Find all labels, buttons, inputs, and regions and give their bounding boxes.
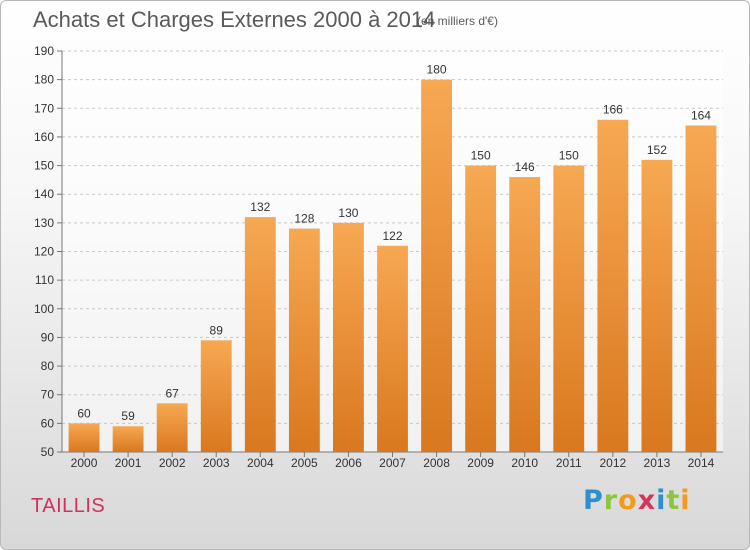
y-tick-label: 150: [34, 159, 54, 173]
y-tick-label: 50: [41, 445, 55, 459]
y-tick-label: 160: [34, 130, 54, 144]
bar-value-label: 152: [647, 143, 667, 157]
logo-letter: x: [637, 485, 657, 516]
x-tick-label: 2002: [159, 456, 186, 470]
bar: [68, 423, 100, 452]
bar: [377, 245, 408, 452]
chart-subtitle: (en milliers d'€): [417, 14, 498, 28]
x-tick-label: 2013: [644, 456, 671, 470]
bar: [597, 119, 629, 452]
bar: [200, 340, 232, 452]
bar: [509, 177, 541, 452]
logo-letter: o: [618, 485, 638, 516]
bar-value-label: 122: [382, 229, 402, 243]
bar-value-label: 130: [338, 206, 358, 220]
logo-letter: P: [583, 485, 604, 516]
bar-value-label: 128: [294, 212, 314, 226]
logo-letter: t: [666, 485, 681, 516]
proxiti-logo: Proxiti: [583, 485, 691, 516]
x-tick-label: 2010: [511, 456, 538, 470]
x-tick-label: 2001: [115, 456, 142, 470]
y-tick-label: 60: [41, 416, 55, 430]
bar: [685, 125, 717, 452]
logo-letter: i: [656, 485, 667, 516]
bar: [112, 426, 144, 452]
bar-value-label: 59: [121, 409, 135, 423]
x-tick-label: 2006: [335, 456, 362, 470]
bar-value-label: 150: [559, 149, 579, 163]
y-tick-label: 130: [34, 216, 54, 230]
bar: [465, 165, 497, 453]
y-tick-label: 140: [34, 187, 54, 201]
y-tick-label: 80: [41, 359, 55, 373]
x-tick-label: 2007: [379, 456, 406, 470]
x-tick-label: 2012: [599, 456, 626, 470]
x-tick-label: 2009: [467, 456, 494, 470]
bar-value-label: 60: [77, 406, 91, 420]
x-tick-label: 2000: [71, 456, 98, 470]
y-tick-label: 100: [34, 302, 54, 316]
chart-title: Achats et Charges Externes 2000 à 2014: [33, 7, 436, 32]
bar: [244, 217, 276, 452]
bar-value-label: 146: [515, 160, 535, 174]
x-tick-label: 2005: [291, 456, 318, 470]
bar-value-label: 164: [691, 108, 711, 122]
y-tick-label: 120: [34, 245, 54, 259]
bar-value-label: 180: [427, 63, 447, 77]
bar-value-label: 150: [471, 149, 491, 163]
bar-value-label: 132: [250, 200, 270, 214]
y-tick-label: 70: [41, 388, 55, 402]
bar-value-label: 166: [603, 103, 623, 117]
bar-value-label: 67: [165, 386, 179, 400]
bar: [156, 403, 188, 452]
commune-name: TAILLIS: [31, 495, 106, 517]
x-tick-label: 2004: [247, 456, 274, 470]
x-tick-label: 2014: [688, 456, 715, 470]
bar: [288, 228, 320, 452]
bar: [553, 165, 585, 453]
x-tick-label: 2011: [556, 456, 582, 470]
logo-letter: r: [603, 485, 619, 516]
x-tick-label: 2003: [203, 456, 230, 470]
y-tick-label: 170: [34, 101, 54, 115]
bar-value-label: 89: [210, 323, 224, 337]
bar: [421, 79, 452, 453]
bar: [333, 222, 364, 452]
y-tick-label: 180: [34, 73, 54, 87]
y-tick-label: 90: [41, 330, 55, 344]
y-tick-label: 110: [35, 273, 54, 287]
x-tick-label: 2008: [423, 456, 450, 470]
bar: [641, 159, 673, 453]
logo-letter: i: [680, 485, 691, 516]
y-tick-label: 190: [34, 44, 54, 58]
